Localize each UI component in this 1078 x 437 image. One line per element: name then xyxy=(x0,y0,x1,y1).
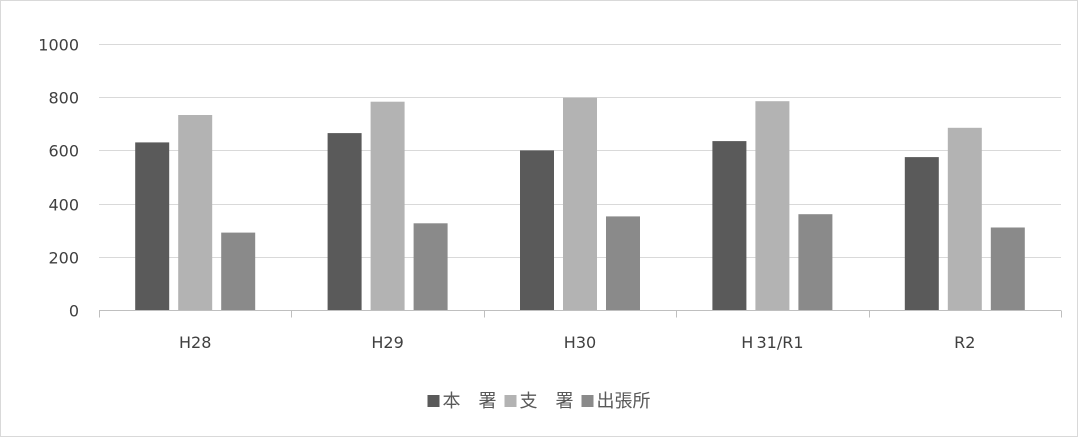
legend-swatch-支 署 xyxy=(504,395,517,407)
bar-H30-本 署 xyxy=(520,150,554,310)
bar-H28-本 署 xyxy=(135,142,170,310)
legend-swatch-本 署 xyxy=(427,395,440,407)
x-axis-tick-labels: H28 H29 H30 H 31/R1 R2 xyxy=(179,333,975,352)
y-tick-label: 1000 xyxy=(38,36,79,55)
x-tick-label: H29 xyxy=(371,333,403,352)
bar-H30-出張所 xyxy=(606,216,640,310)
y-tick-label: 800 xyxy=(48,89,79,108)
bar-H30-支 署 xyxy=(563,97,597,310)
legend-swatch-出張所 xyxy=(581,395,594,407)
y-tick-label: 200 xyxy=(48,249,79,268)
x-tick-label: R2 xyxy=(954,333,975,352)
y-tick-label: 600 xyxy=(48,142,79,161)
bar-H28-支 署 xyxy=(178,115,213,310)
legend: 本 署 支 署 出張所 xyxy=(427,391,651,412)
y-tick-label: 400 xyxy=(48,196,79,215)
bar-H28-出張所 xyxy=(221,232,256,310)
y-tick-label: 0 xyxy=(69,302,79,321)
bar-H29-支 署 xyxy=(370,101,405,310)
bar-H 31/R1-本 署 xyxy=(712,141,747,310)
bar-H29-出張所 xyxy=(413,223,448,310)
x-tick-label: H 31/R1 xyxy=(741,333,803,352)
bars xyxy=(135,97,1025,310)
bar-H 31/R1-支 署 xyxy=(755,101,790,310)
bar-H29-本 署 xyxy=(327,133,362,310)
x-tick-label: H28 xyxy=(179,333,211,352)
bar-H 31/R1-出張所 xyxy=(798,214,833,310)
legend-label: 本 署 xyxy=(443,391,497,412)
legend-label: 支 署 xyxy=(520,391,574,412)
y-axis-tick-labels: 0 200 400 600 800 1000 xyxy=(38,36,79,321)
bar-R2-出張所 xyxy=(990,227,1025,310)
bar-R2-支 署 xyxy=(947,127,982,310)
x-tick-label: H30 xyxy=(564,333,596,352)
bar-R2-本 署 xyxy=(904,157,939,310)
legend-label: 出張所 xyxy=(597,391,651,412)
x-axis xyxy=(99,310,1062,318)
